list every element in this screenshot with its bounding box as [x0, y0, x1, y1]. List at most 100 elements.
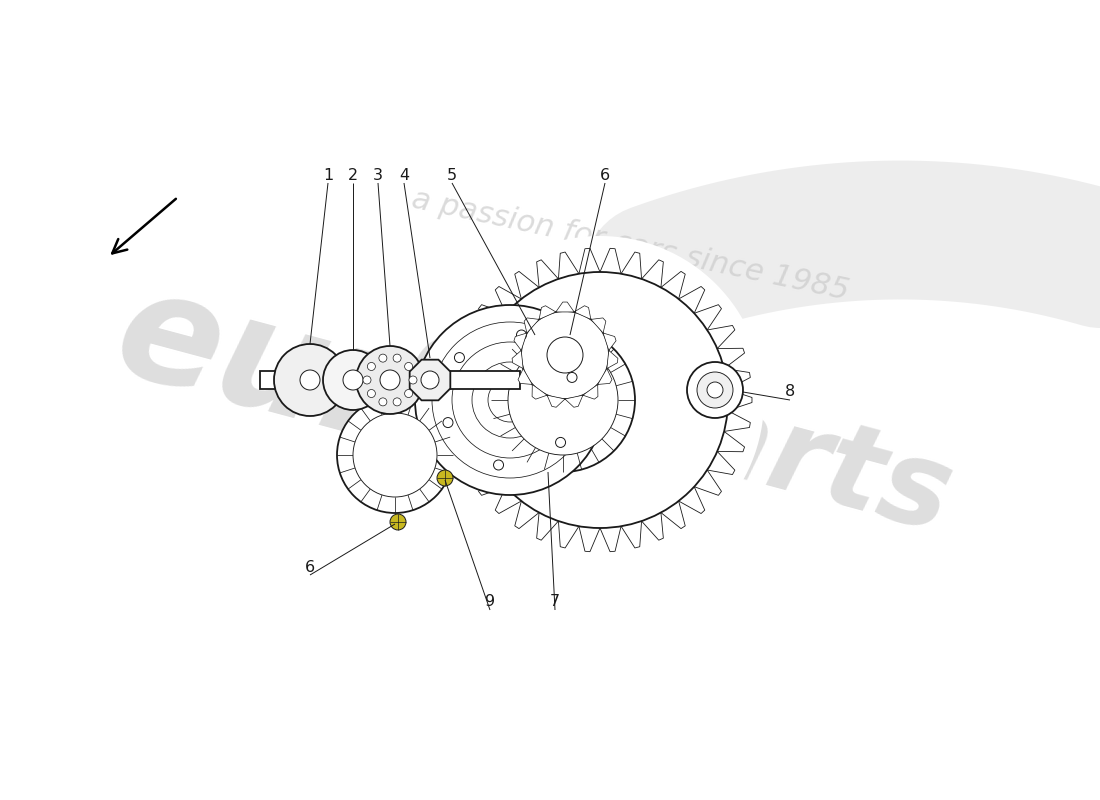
Bar: [260, 371, 520, 389]
Text: 3: 3: [373, 167, 383, 182]
Polygon shape: [450, 369, 476, 390]
Circle shape: [390, 514, 406, 530]
Polygon shape: [532, 385, 547, 399]
Polygon shape: [724, 369, 750, 390]
Circle shape: [356, 346, 424, 414]
Text: 7: 7: [550, 594, 560, 610]
Polygon shape: [565, 395, 583, 407]
Circle shape: [353, 413, 437, 497]
Circle shape: [697, 372, 733, 408]
Circle shape: [556, 438, 565, 447]
Polygon shape: [579, 248, 600, 274]
Circle shape: [436, 236, 764, 564]
Polygon shape: [559, 252, 579, 279]
Text: euro: euro: [101, 258, 519, 502]
Polygon shape: [450, 410, 476, 431]
Polygon shape: [641, 513, 663, 540]
Polygon shape: [694, 305, 722, 330]
Polygon shape: [661, 501, 685, 529]
Polygon shape: [518, 369, 532, 385]
Polygon shape: [591, 318, 606, 333]
Text: 2: 2: [348, 167, 359, 182]
Circle shape: [517, 330, 527, 340]
Text: 6: 6: [305, 559, 315, 574]
Circle shape: [367, 362, 375, 370]
Polygon shape: [559, 521, 579, 548]
Polygon shape: [556, 302, 574, 312]
Polygon shape: [603, 333, 616, 350]
Circle shape: [393, 398, 402, 406]
Circle shape: [409, 376, 417, 384]
Text: 1: 1: [323, 167, 333, 182]
Text: 5: 5: [447, 167, 458, 182]
Polygon shape: [525, 318, 539, 333]
Polygon shape: [455, 348, 483, 369]
Polygon shape: [537, 513, 559, 540]
Polygon shape: [537, 260, 559, 287]
Circle shape: [547, 337, 583, 373]
Circle shape: [378, 354, 387, 362]
Polygon shape: [707, 451, 735, 474]
Text: 6: 6: [600, 167, 610, 182]
Text: carparts: carparts: [396, 302, 964, 558]
Circle shape: [508, 345, 618, 455]
Circle shape: [274, 344, 346, 416]
Circle shape: [443, 418, 453, 427]
Polygon shape: [707, 326, 735, 349]
Polygon shape: [495, 286, 521, 314]
Polygon shape: [694, 470, 722, 495]
Polygon shape: [539, 306, 556, 319]
Polygon shape: [574, 306, 591, 319]
Polygon shape: [607, 350, 618, 369]
Polygon shape: [515, 271, 539, 299]
Polygon shape: [465, 451, 493, 474]
Polygon shape: [621, 521, 641, 548]
Circle shape: [472, 272, 728, 528]
Polygon shape: [717, 348, 745, 369]
Circle shape: [421, 371, 439, 389]
Circle shape: [378, 398, 387, 406]
Circle shape: [437, 470, 453, 486]
Polygon shape: [600, 526, 621, 552]
Circle shape: [393, 354, 402, 362]
Polygon shape: [679, 486, 705, 514]
Circle shape: [494, 460, 504, 470]
Circle shape: [323, 350, 383, 410]
Circle shape: [415, 305, 605, 495]
Circle shape: [337, 397, 453, 513]
Circle shape: [300, 370, 320, 390]
Polygon shape: [600, 248, 621, 274]
Polygon shape: [478, 470, 506, 495]
Polygon shape: [547, 395, 565, 407]
Circle shape: [566, 373, 578, 382]
Text: 8: 8: [785, 385, 795, 399]
Text: 9: 9: [485, 594, 495, 610]
Polygon shape: [621, 252, 641, 279]
Polygon shape: [724, 410, 750, 431]
Polygon shape: [641, 260, 663, 287]
Polygon shape: [597, 369, 612, 385]
Polygon shape: [448, 390, 472, 410]
Circle shape: [491, 328, 635, 472]
Circle shape: [707, 382, 723, 398]
Circle shape: [405, 362, 412, 370]
Polygon shape: [579, 526, 600, 552]
Polygon shape: [495, 486, 521, 514]
Circle shape: [405, 390, 412, 398]
Circle shape: [343, 370, 363, 390]
Circle shape: [521, 311, 609, 399]
Polygon shape: [478, 305, 506, 330]
Circle shape: [363, 376, 371, 384]
Text: a passion for cars since 1985: a passion for cars since 1985: [409, 185, 851, 306]
Polygon shape: [514, 333, 527, 350]
Circle shape: [379, 370, 400, 390]
Circle shape: [454, 353, 464, 362]
Polygon shape: [583, 385, 598, 399]
Polygon shape: [717, 431, 745, 452]
Circle shape: [367, 390, 375, 398]
Polygon shape: [679, 286, 705, 314]
Polygon shape: [465, 326, 493, 349]
Polygon shape: [661, 271, 685, 299]
Text: 4: 4: [399, 167, 409, 182]
Polygon shape: [455, 431, 483, 452]
